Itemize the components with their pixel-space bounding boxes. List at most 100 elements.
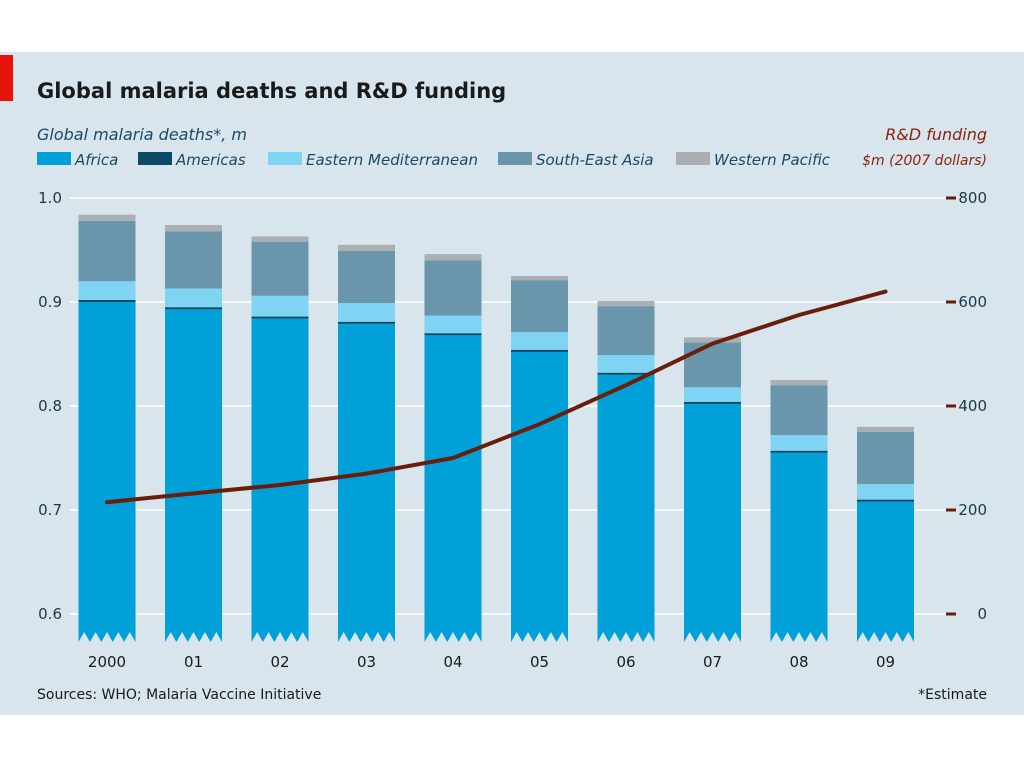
chart-title: Global malaria deaths and R&D funding [37, 79, 506, 103]
bar-segment-1-0 [165, 309, 222, 642]
chart-svg: Global malaria deaths and R&D funding Gl… [0, 55, 987, 703]
x-axis-ticks: 2000 01 02 03 04 05 06 07 08 09 [88, 653, 895, 671]
bar-segment-0-0 [78, 302, 136, 642]
right-tick-label-1: 600 [958, 293, 987, 311]
bar-segment-8-3 [770, 385, 828, 436]
bar-segment-4-0 [424, 335, 482, 642]
axis-break-9 [857, 632, 914, 642]
bar-segment-2-1 [251, 316, 309, 319]
legend-label-1: Americas [175, 151, 246, 169]
bar-segment-2-2 [251, 295, 309, 317]
bar-segment-6-4 [597, 300, 655, 307]
bar-segment-7-4 [684, 337, 741, 343]
x-tick-label-4: 04 [443, 653, 462, 671]
x-tick-label-6: 06 [616, 653, 635, 671]
legend-swatch-2 [268, 152, 302, 165]
axis-break-3 [338, 632, 395, 642]
bar-segment-2-4 [251, 236, 309, 242]
bar-segment-7-2 [684, 387, 741, 402]
bar-segment-9-2 [857, 484, 914, 500]
bar-segment-5-3 [511, 280, 568, 333]
bar-segment-0-2 [78, 281, 136, 300]
bar-segment-9-4 [857, 426, 914, 432]
bar-segment-5-1 [511, 349, 568, 352]
right-axis-unit: $m (2007 dollars) [862, 153, 987, 169]
chart-panel: Global malaria deaths and R&D funding Gl… [0, 52, 1024, 715]
left-axis-ticks: 1.0 0.9 0.8 0.7 0.6 [38, 189, 62, 623]
bar-segment-4-2 [424, 315, 482, 334]
bars [78, 214, 914, 642]
legend-swatch-0 [37, 152, 71, 165]
right-axis-title: R&D funding [885, 125, 987, 144]
bar-segment-4-3 [424, 260, 482, 316]
bar-segment-6-2 [597, 355, 655, 373]
bar-segment-3-2 [338, 303, 395, 322]
legend-swatch-3 [498, 152, 532, 165]
legend-label-2: Eastern Mediterranean [306, 151, 478, 169]
rd-funding-line [105, 289, 888, 505]
bar-segment-9-0 [857, 501, 914, 642]
bar-segment-8-0 [770, 452, 828, 642]
bar-segment-1-3 [165, 231, 222, 289]
left-axis-title: Global malaria deaths*, m [37, 125, 247, 144]
bar-segment-0-3 [78, 220, 136, 282]
x-tick-label-0: 2000 [88, 653, 126, 671]
rd-funding-line-group [105, 289, 888, 505]
x-tick-label-7: 07 [703, 653, 722, 671]
axis-break-4 [424, 632, 482, 642]
bar-segment-5-0 [511, 351, 568, 642]
bar-segment-6-0 [597, 374, 655, 642]
bar-segment-1-4 [165, 225, 222, 232]
x-tick-label-3: 03 [357, 653, 376, 671]
bar-segment-2-0 [251, 318, 309, 642]
accent-bar [0, 55, 13, 101]
axis-break-7 [684, 632, 741, 642]
x-tick-label-5: 05 [530, 653, 549, 671]
bar-segment-9-3 [857, 432, 914, 484]
axis-break-6 [597, 632, 655, 642]
axis-break-2 [251, 632, 309, 642]
bar-segment-3-3 [338, 251, 395, 304]
bar-segment-1-1 [165, 307, 222, 310]
left-tick-label-4: 0.6 [38, 605, 62, 623]
bar-segment-5-2 [511, 332, 568, 350]
legend-swatch-1 [138, 152, 172, 165]
sources-note: Sources: WHO; Malaria Vaccine Initiative [37, 687, 321, 703]
right-tick-label-0: 800 [958, 189, 987, 207]
bar-segment-0-1 [78, 299, 136, 302]
right-tick-label-2: 400 [958, 397, 987, 415]
bar-segment-2-3 [251, 241, 309, 296]
left-tick-label-3: 0.7 [38, 501, 62, 519]
axis-break-1 [165, 632, 222, 642]
legend-swatch-4 [676, 152, 710, 165]
left-tick-label-0: 1.0 [38, 189, 62, 207]
bar-segment-1-2 [165, 288, 222, 308]
bar-segment-6-1 [597, 372, 655, 375]
bar-segment-3-4 [338, 244, 395, 252]
axis-break-0 [78, 632, 136, 642]
bar-segment-0-4 [78, 214, 136, 221]
bar-segment-3-1 [338, 321, 395, 324]
axis-break-5 [511, 632, 568, 642]
bar-segment-7-1 [684, 401, 741, 404]
right-tick-label-4: 0 [977, 605, 987, 623]
left-tick-label-2: 0.8 [38, 397, 62, 415]
bar-segment-9-1 [857, 499, 914, 502]
x-tick-label-1: 01 [184, 653, 203, 671]
bar-segment-8-4 [770, 380, 828, 386]
x-tick-label-9: 09 [876, 653, 895, 671]
bar-segment-3-0 [338, 323, 395, 642]
estimate-note: *Estimate [918, 687, 987, 703]
bar-segment-8-1 [770, 450, 828, 453]
right-axis-ticks: 800 600 400 200 0 [946, 189, 987, 623]
bar-segment-4-4 [424, 254, 482, 261]
legend-label-0: Africa [74, 151, 118, 169]
bar-segment-7-0 [684, 403, 741, 642]
left-tick-label-1: 0.9 [38, 293, 62, 311]
x-tick-label-8: 08 [789, 653, 808, 671]
bar-segment-5-4 [511, 276, 568, 281]
bar-segment-6-3 [597, 306, 655, 356]
legend: Africa Americas Eastern Mediterranean South… [37, 151, 831, 169]
legend-label-3: South-East Asia [536, 151, 654, 169]
axis-break-8 [770, 632, 828, 642]
